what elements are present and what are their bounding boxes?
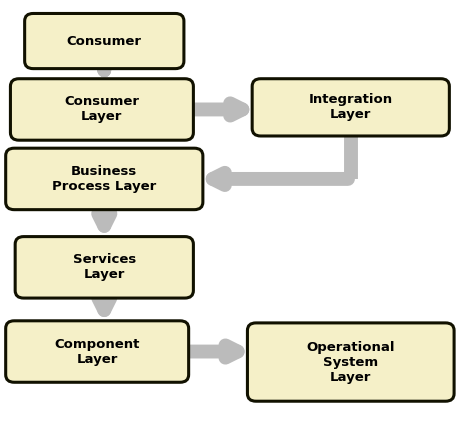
- FancyBboxPatch shape: [25, 13, 184, 69]
- Text: Component
Layer: Component Layer: [55, 338, 140, 365]
- Text: Integration
Layer: Integration Layer: [309, 93, 393, 121]
- FancyBboxPatch shape: [252, 79, 449, 136]
- Text: Services
Layer: Services Layer: [73, 253, 136, 281]
- FancyBboxPatch shape: [6, 321, 189, 382]
- FancyBboxPatch shape: [6, 148, 203, 210]
- Text: Consumer
Layer: Consumer Layer: [64, 96, 139, 123]
- FancyBboxPatch shape: [15, 237, 193, 298]
- Text: Consumer: Consumer: [67, 35, 142, 48]
- FancyBboxPatch shape: [247, 323, 454, 401]
- Text: Operational
System
Layer: Operational System Layer: [307, 341, 395, 384]
- FancyBboxPatch shape: [10, 79, 193, 140]
- Text: Business
Process Layer: Business Process Layer: [52, 165, 156, 193]
